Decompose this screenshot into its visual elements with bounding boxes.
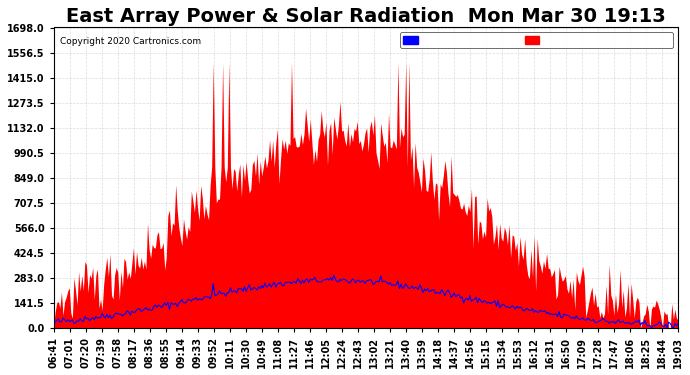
Legend: Radiation (w/m2), East Array  (DC Watts): Radiation (w/m2), East Array (DC Watts): [400, 32, 673, 48]
Title: East Array Power & Solar Radiation  Mon Mar 30 19:13: East Array Power & Solar Radiation Mon M…: [66, 7, 666, 26]
Text: Copyright 2020 Cartronics.com: Copyright 2020 Cartronics.com: [60, 36, 201, 45]
